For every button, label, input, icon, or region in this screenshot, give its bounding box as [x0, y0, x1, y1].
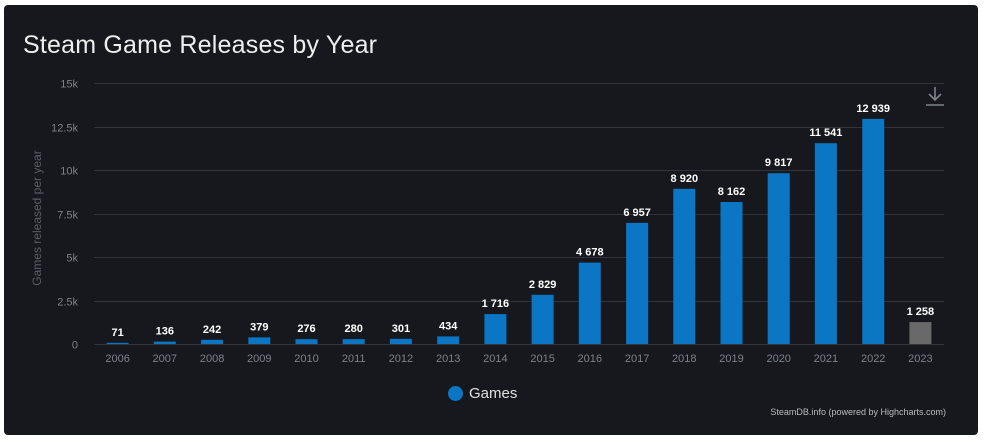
x-tick-label-2006: 2006	[105, 353, 129, 365]
bar-2013[interactable]	[437, 336, 460, 344]
bar-2019[interactable]	[720, 202, 743, 344]
chart-panel: Steam Game Releases by Year 0 2.5k 5k 7.5k 1…	[4, 5, 978, 435]
legend-marker	[448, 385, 463, 401]
legend-item-games[interactable]: Games	[448, 383, 517, 403]
x-tick-label-2020: 2020	[766, 353, 790, 365]
y-axis-ticks: 0 2.5k 5k 7.5k 10k 12.5k 15k	[51, 79, 78, 352]
data-label-2023: 1 258	[907, 306, 935, 318]
y-tick-label: 15k	[60, 79, 78, 91]
x-tick-label-2022: 2022	[861, 353, 885, 365]
bar-2016[interactable]	[578, 262, 601, 344]
data-label-2012: 301	[392, 323, 410, 335]
data-label-2011: 280	[345, 323, 363, 335]
x-tick-label-2014: 2014	[483, 353, 507, 365]
bar-2006[interactable]	[106, 342, 129, 344]
bar-2011[interactable]	[342, 339, 365, 344]
bar-2017[interactable]	[626, 222, 649, 344]
bar-2020[interactable]	[767, 173, 790, 344]
chart-plot: 0 2.5k 5k 7.5k 10k 12.5k 15k 71 136 242 379 276 280…	[30, 79, 944, 365]
bars	[106, 118, 932, 345]
x-tick-label-2019: 2019	[719, 353, 743, 365]
data-label-2016: 4 678	[576, 247, 604, 259]
x-tick-label-2016: 2016	[578, 353, 602, 365]
x-tick-label-2010: 2010	[294, 353, 318, 365]
data-label-2022: 12 939	[856, 103, 890, 115]
y-tick-label: 10k	[60, 166, 78, 178]
x-tick-label-2018: 2018	[672, 353, 696, 365]
x-tick-label-2013: 2013	[436, 353, 460, 365]
data-label-2009: 379	[250, 321, 268, 333]
bar-2015[interactable]	[531, 294, 554, 344]
bar-2023[interactable]	[909, 322, 932, 344]
data-label-2020: 9 817	[765, 157, 793, 169]
bar-2008[interactable]	[201, 339, 224, 344]
bar-2007[interactable]	[153, 341, 176, 344]
data-label-2013: 434	[439, 320, 458, 332]
download-button[interactable]	[924, 85, 946, 109]
bar-2009[interactable]	[248, 337, 271, 344]
x-tick-label-2023: 2023	[908, 353, 932, 365]
data-label-2008: 242	[203, 324, 221, 336]
chart-title: Steam Game Releases by Year	[23, 31, 378, 59]
bar-2021[interactable]	[814, 143, 837, 344]
x-tick-label-2009: 2009	[247, 353, 271, 365]
bar-2018[interactable]	[673, 188, 696, 344]
x-tick-label-2021: 2021	[814, 353, 838, 365]
data-label-2010: 276	[297, 323, 315, 335]
data-label-2018: 8 920	[671, 173, 699, 185]
data-label-2015: 2 829	[529, 279, 557, 291]
y-tick-label: 7.5k	[57, 210, 78, 222]
x-tick-label-2008: 2008	[200, 353, 224, 365]
x-tick-label-2015: 2015	[530, 353, 554, 365]
data-label-2014: 1 716	[482, 298, 510, 310]
y-tick-label: 0	[72, 340, 78, 352]
credits-link[interactable]: SteamDB.info (powered by Highcharts.com)	[770, 407, 946, 417]
bar-2022[interactable]	[862, 118, 885, 345]
y-tick-label: 5k	[66, 253, 78, 265]
gridlines	[94, 83, 944, 345]
data-labels: 71 136 242 379 276 280 301 434 1 716 2 829 4 678 6 …	[111, 103, 934, 339]
legend-label: Games	[469, 384, 518, 402]
x-axis-ticks: 2006 2007 2008 2009 2010 2011 2012 2013 2014 2015…	[105, 353, 932, 365]
data-label-2017: 6 957	[623, 207, 651, 219]
data-label-2007: 136	[156, 326, 174, 338]
data-label-2006: 71	[111, 327, 123, 339]
bar-2014[interactable]	[484, 314, 507, 344]
x-tick-label-2017: 2017	[625, 353, 649, 365]
x-tick-label-2012: 2012	[389, 353, 413, 365]
x-tick-label-2007: 2007	[153, 353, 177, 365]
y-axis-label: Games released per year	[30, 150, 44, 285]
download-icon	[926, 87, 944, 106]
y-tick-label: 2.5k	[57, 297, 78, 309]
y-tick-label: 12.5k	[51, 123, 78, 135]
bar-2012[interactable]	[389, 338, 412, 344]
x-tick-label-2011: 2011	[342, 353, 366, 365]
bar-2010[interactable]	[295, 339, 318, 344]
data-label-2021: 11 541	[809, 127, 842, 139]
data-label-2019: 8 162	[718, 186, 746, 198]
